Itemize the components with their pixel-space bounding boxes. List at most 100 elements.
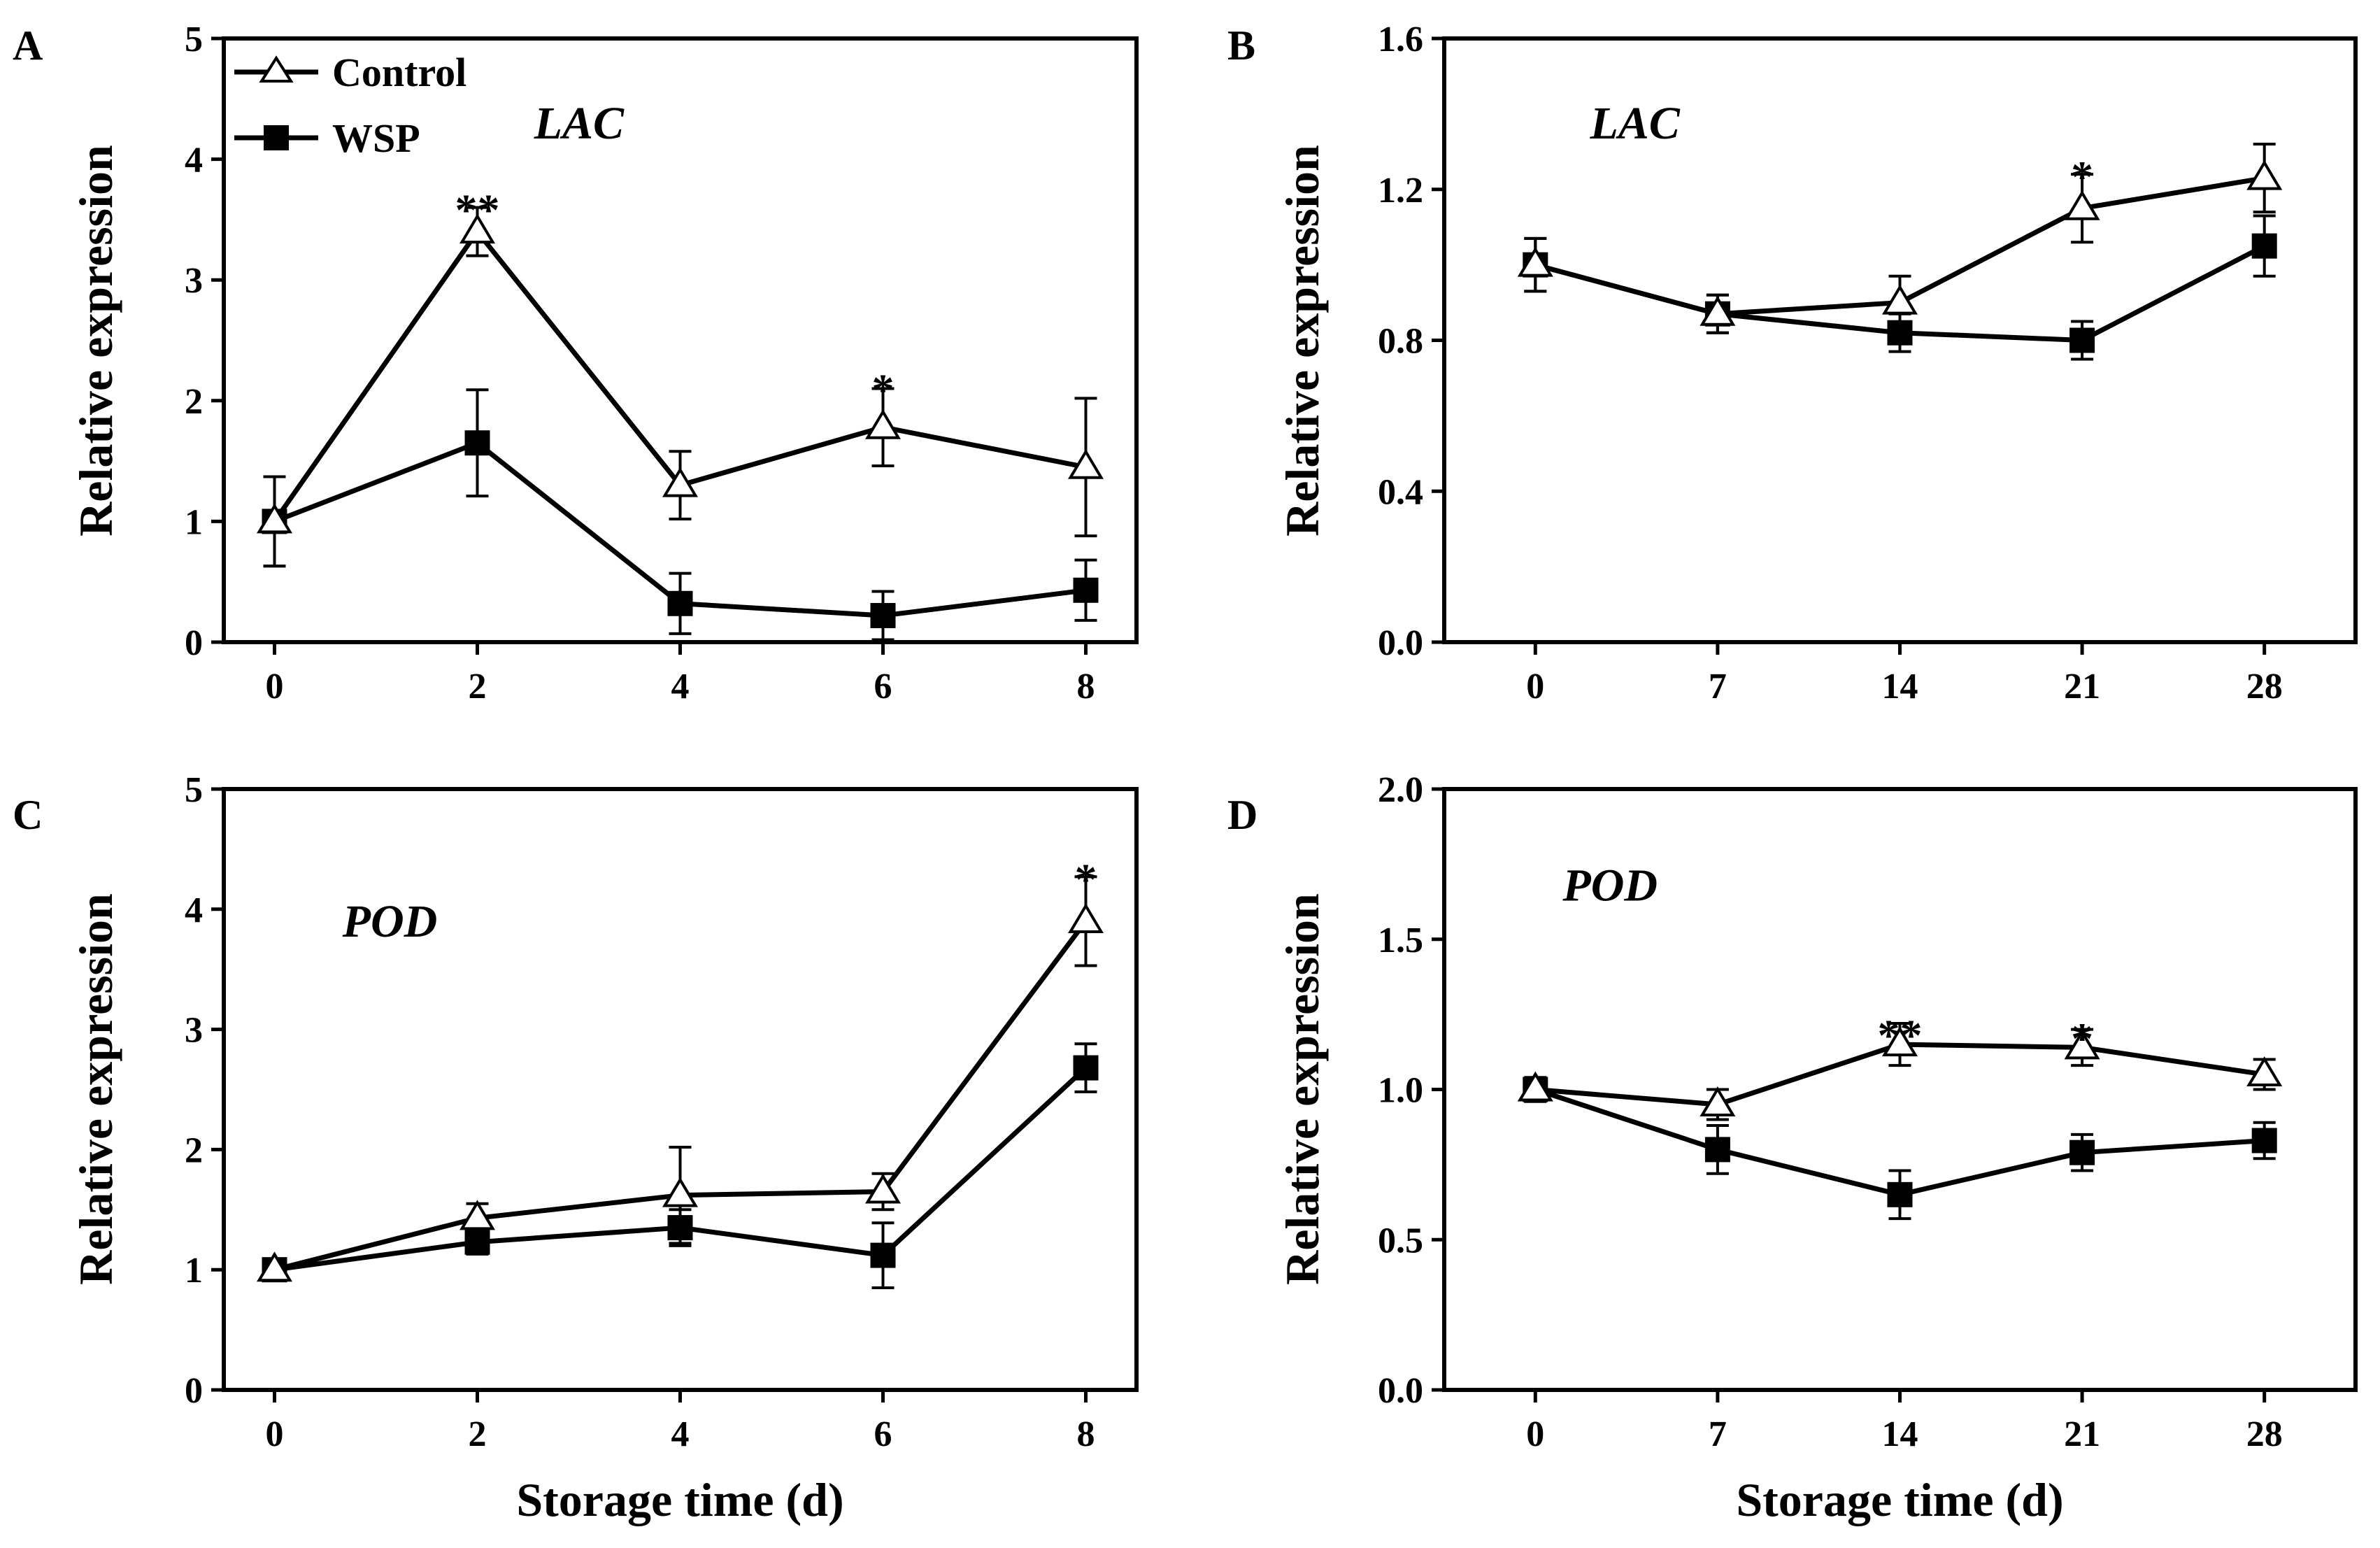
data-point: [464, 430, 490, 456]
x-tick-label: 6: [874, 1414, 892, 1454]
data-point: [667, 590, 693, 616]
x-tick-label: 14: [1882, 1414, 1918, 1454]
y-tick-label: 4: [185, 141, 203, 180]
x-tick-label: 0: [266, 667, 284, 706]
x-tick-label: 6: [874, 667, 892, 706]
data-point: [256, 503, 293, 534]
series-control: [1517, 1022, 2283, 1121]
data-point: [1704, 1137, 1730, 1163]
data-point: [2069, 327, 2095, 353]
x-tick-label: 2: [469, 1414, 487, 1454]
x-tick-label: 8: [1077, 667, 1095, 706]
data-point: [1517, 246, 1553, 277]
x-tick-label: 21: [2064, 1414, 2100, 1454]
y-tick-label: 0.0: [1378, 1371, 1423, 1411]
gene-label: POD: [1562, 860, 1658, 911]
series-control: [1517, 143, 2283, 334]
x-tick-label: 8: [1077, 1414, 1095, 1454]
y-axis-title: Relative expression: [69, 893, 122, 1285]
significance-label: **: [1878, 1011, 1923, 1060]
panel-label: C: [13, 792, 43, 838]
x-tick-label: 4: [671, 667, 690, 706]
data-point: [864, 1173, 902, 1204]
legend-control-marker: [259, 55, 294, 83]
significance-label: *: [872, 365, 895, 415]
x-tick-label: 28: [2246, 667, 2283, 706]
y-tick-label: 4: [185, 890, 203, 930]
data-point: [2069, 1139, 2095, 1165]
y-tick-label: 0: [185, 623, 203, 663]
x-tick-label: 4: [671, 1414, 690, 1454]
data-point: [256, 1251, 293, 1282]
x-tick-label: 0: [266, 1414, 284, 1454]
data-point: [2064, 190, 2100, 220]
gene-label: POD: [342, 896, 438, 947]
y-tick-label: 0: [185, 1371, 203, 1411]
y-axis-title: Relative expression: [1276, 145, 1329, 537]
significance-label: *: [2071, 152, 2093, 201]
y-tick-label: 5: [185, 770, 203, 810]
panel-label: B: [1227, 22, 1255, 69]
y-tick-label: 5: [185, 20, 203, 59]
gene-label: LAC: [534, 98, 625, 149]
panel-d: 0.0 0.5 1.0 1.5 2.0 0 7 14 21 28 Relative expressi…: [1227, 770, 2358, 1526]
data-point: [1881, 284, 1918, 315]
series-control: [256, 206, 1104, 568]
y-tick-label: 3: [185, 261, 203, 301]
data-point: [1073, 577, 1099, 603]
x-tick-label: 0: [1526, 1414, 1544, 1454]
data-point: [870, 1242, 896, 1268]
data-point: [1517, 1071, 1553, 1102]
y-tick-label: 3: [185, 1011, 203, 1051]
x-tick-label: 2: [469, 667, 487, 706]
y-tick-label: 2: [185, 1130, 203, 1170]
x-tick-label: 7: [1709, 667, 1727, 706]
panel-label: D: [1227, 792, 1257, 838]
y-axis-title: Relative expression: [1276, 893, 1329, 1285]
panel-label: A: [13, 22, 43, 69]
data-point: [2251, 233, 2277, 259]
y-tick-label: 1: [185, 1251, 203, 1291]
x-tick-label: 28: [2246, 1414, 2283, 1454]
y-tick-label: 0.0: [1378, 623, 1423, 663]
y-tick-label: 2.0: [1378, 770, 1423, 810]
x-tick-label: 7: [1709, 1414, 1727, 1454]
legend-wsp-label: WSP: [332, 115, 420, 161]
y-tick-label: 1.6: [1378, 20, 1423, 59]
data-point: [1067, 448, 1104, 479]
data-point: [1887, 1181, 1913, 1207]
x-axis-title: Storage time (d): [516, 1473, 843, 1526]
data-point: [1073, 1055, 1099, 1081]
x-tick-label: 0: [1526, 667, 1544, 706]
y-tick-label: 0.4: [1378, 472, 1423, 512]
series-control: [256, 875, 1104, 1282]
significance-label: *: [2071, 1014, 2093, 1063]
data-point: [864, 409, 902, 439]
data-point: [662, 467, 699, 497]
data-point: [2246, 1056, 2283, 1087]
y-tick-label: 1: [185, 502, 203, 542]
data-point: [1881, 1026, 1918, 1057]
data-point: [459, 1200, 496, 1230]
legend-wsp-marker: [264, 125, 289, 150]
data-point: [2246, 159, 2283, 190]
y-tick-label: 2: [185, 382, 203, 422]
data-point: [2251, 1128, 2277, 1153]
data-point: [1700, 1086, 1736, 1116]
significance-label: *: [1075, 854, 1097, 904]
legend-control-label: Control: [332, 50, 466, 95]
panel-b: 0.0 0.4 0.8 1.2 1.6 0 7 14 21 28 Relative expressi…: [1227, 20, 2358, 706]
x-tick-label: 14: [1882, 667, 1918, 706]
data-point: [870, 603, 896, 629]
x-axis-title: Storage time (d): [1736, 1473, 2063, 1526]
data-point: [1067, 903, 1104, 933]
data-point: [1700, 295, 1736, 326]
data-point: [459, 213, 496, 244]
y-tick-label: 0.5: [1378, 1221, 1423, 1261]
y-tick-label: 1.5: [1378, 921, 1423, 960]
significance-label: **: [455, 185, 500, 234]
y-tick-label: 1.0: [1378, 1071, 1423, 1111]
legend: Control WSP: [234, 50, 466, 161]
panel-c: 0 1 2 3 4 5 0 2 4 6 8 Relative expression Storage ti…: [13, 770, 1139, 1526]
